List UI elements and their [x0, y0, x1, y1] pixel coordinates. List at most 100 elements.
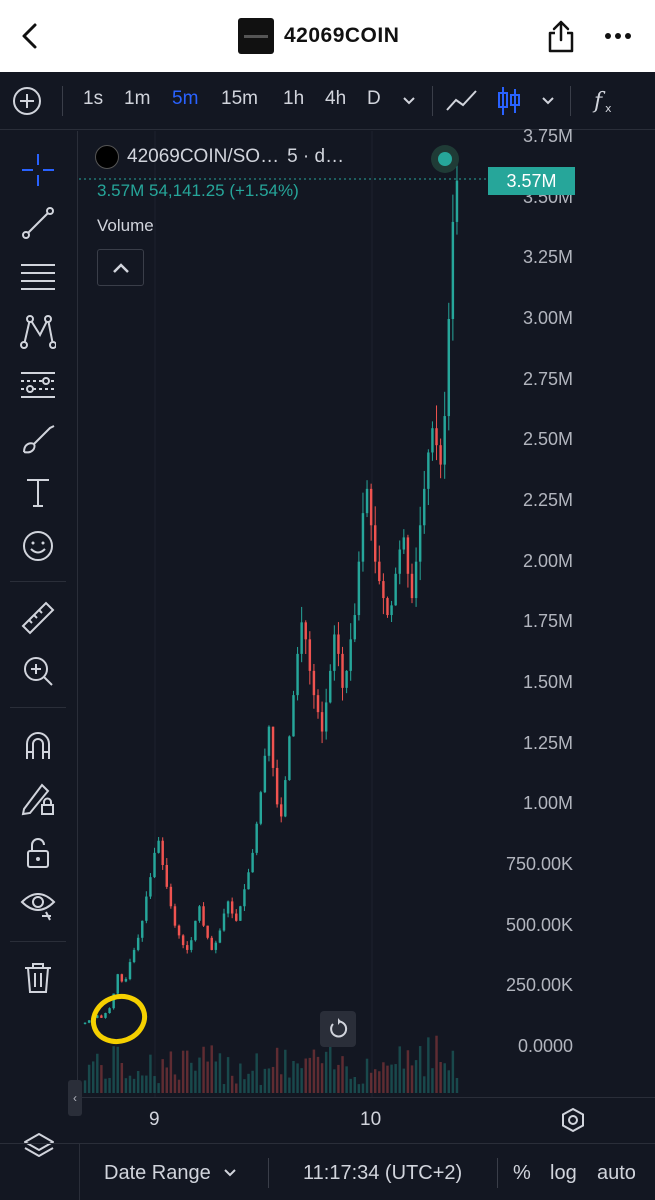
- volume-bar: [230, 1075, 234, 1093]
- interval-4h[interactable]: 4h: [325, 88, 347, 109]
- zoom-in-tool[interactable]: [18, 651, 58, 691]
- pattern-tool[interactable]: [18, 311, 58, 351]
- candle-body: [288, 736, 291, 781]
- date-range-button[interactable]: Date Range: [104, 1162, 211, 1184]
- text-tool[interactable]: [18, 473, 58, 513]
- candle-body: [202, 906, 205, 926]
- candle-body: [128, 962, 132, 980]
- zoom-in-icon: [24, 657, 53, 686]
- candle-body: [181, 935, 185, 946]
- magnet-icon: [26, 732, 50, 759]
- candle-body: [279, 804, 283, 817]
- candle-body: [418, 525, 422, 562]
- reset-chart-button[interactable]: [320, 1011, 356, 1047]
- interval-15m[interactable]: 15m: [221, 88, 258, 109]
- remove-drawings-tool[interactable]: [18, 958, 58, 998]
- brush-tool[interactable]: [18, 419, 58, 459]
- trend-line-tool[interactable]: [18, 203, 58, 243]
- market-status-indicator[interactable]: [431, 145, 459, 173]
- tool-divider: [10, 581, 66, 582]
- volume-bar: [365, 1058, 369, 1093]
- interval-5m[interactable]: 5m: [172, 88, 199, 109]
- trash-icon: [25, 963, 51, 993]
- volume-bar: [91, 1061, 95, 1093]
- volume-bar: [136, 1070, 140, 1093]
- candle-body: [230, 901, 234, 914]
- log-scale-toggle[interactable]: log: [550, 1162, 577, 1184]
- volume-bar: [149, 1054, 152, 1093]
- candle-body: [247, 872, 250, 890]
- chart-type-button[interactable]: [494, 84, 524, 118]
- candle-body: [251, 852, 254, 873]
- candle-body: [153, 852, 156, 878]
- volume-bar: [316, 1056, 320, 1093]
- candle-body: [394, 573, 397, 606]
- interval-1s[interactable]: 1s: [83, 88, 104, 109]
- volume-bar: [104, 1078, 107, 1093]
- symbol-legend[interactable]: 42069COIN/SO… 5 · d…: [95, 145, 344, 169]
- volume-bar: [165, 1067, 169, 1093]
- symbol-logo: [95, 145, 119, 169]
- y-axis-label: 750.00K: [505, 854, 573, 874]
- volume-bar: [423, 1076, 426, 1093]
- volume-bar: [443, 1063, 446, 1093]
- page-title: 42069COIN: [284, 24, 400, 47]
- chart-type-dropdown[interactable]: [539, 92, 557, 110]
- auto-scale-toggle[interactable]: auto: [597, 1162, 636, 1184]
- volume-bar: [100, 1065, 103, 1093]
- fib-retracement-tool[interactable]: [18, 257, 58, 297]
- share-button[interactable]: [544, 18, 578, 54]
- magnet-tool[interactable]: [18, 725, 58, 765]
- collapse-legend-button[interactable]: [97, 249, 144, 286]
- more-button[interactable]: [600, 22, 636, 50]
- chart-settings-button[interactable]: [559, 1106, 587, 1134]
- volume-bar: [369, 1072, 373, 1093]
- svg-text:f: f: [592, 89, 606, 114]
- candle-body: [235, 913, 238, 921]
- time-axis[interactable]: 9 10: [79, 1097, 655, 1143]
- candle-body: [308, 639, 312, 671]
- layers-button[interactable]: [22, 1130, 56, 1166]
- projection-tool[interactable]: [18, 365, 58, 405]
- volume-bar: [247, 1073, 250, 1093]
- chart-panel[interactable]: 42069COIN/SO… 5 · d… 3.57M 54,141.25 (+1…: [79, 126, 655, 1100]
- volume-bar: [255, 1053, 258, 1093]
- volume-bar: [153, 1076, 156, 1093]
- toolbar-divider: [570, 86, 571, 116]
- hide-drawings-tool[interactable]: [18, 886, 58, 926]
- volume-bar: [120, 1062, 124, 1093]
- candle-body: [243, 889, 246, 907]
- crosshair-tool[interactable]: [18, 150, 58, 190]
- volume-bar: [157, 1083, 160, 1093]
- emoji-tool[interactable]: [18, 526, 58, 566]
- line-chart-button[interactable]: [445, 86, 479, 116]
- price-chart[interactable]: [79, 131, 655, 1097]
- candle-body: [386, 598, 389, 616]
- lock-all-tool[interactable]: [18, 833, 58, 873]
- add-symbol-button[interactable]: [12, 86, 42, 116]
- candle-body: [177, 925, 181, 936]
- candle-body: [83, 1022, 87, 1024]
- lock-drawing-tool[interactable]: [18, 779, 58, 819]
- interval-dropdown[interactable]: [400, 92, 418, 110]
- volume-bar: [451, 1050, 455, 1093]
- candle-body: [382, 581, 385, 599]
- volume-bar: [390, 1064, 393, 1093]
- percent-scale-toggle[interactable]: %: [513, 1162, 531, 1184]
- candle-body: [120, 974, 124, 982]
- candle-body: [87, 1020, 91, 1023]
- sidebar-collapse-tab[interactable]: ‹: [68, 1080, 82, 1116]
- measure-tool[interactable]: [18, 598, 58, 638]
- interval-1h[interactable]: 1h: [283, 88, 305, 109]
- y-axis-label: 2.00M: [522, 550, 573, 571]
- interval-d[interactable]: D: [367, 88, 381, 109]
- date-range-dropdown[interactable]: [222, 1165, 238, 1181]
- pattern-icon: [20, 315, 56, 349]
- back-button[interactable]: [14, 20, 46, 52]
- candle-body: [165, 865, 169, 887]
- clock-timezone[interactable]: 11:17:34 (UTC+2): [303, 1162, 463, 1184]
- interval-1m[interactable]: 1m: [124, 88, 151, 109]
- volume-bar: [414, 1060, 418, 1093]
- projection-icon: [21, 372, 55, 398]
